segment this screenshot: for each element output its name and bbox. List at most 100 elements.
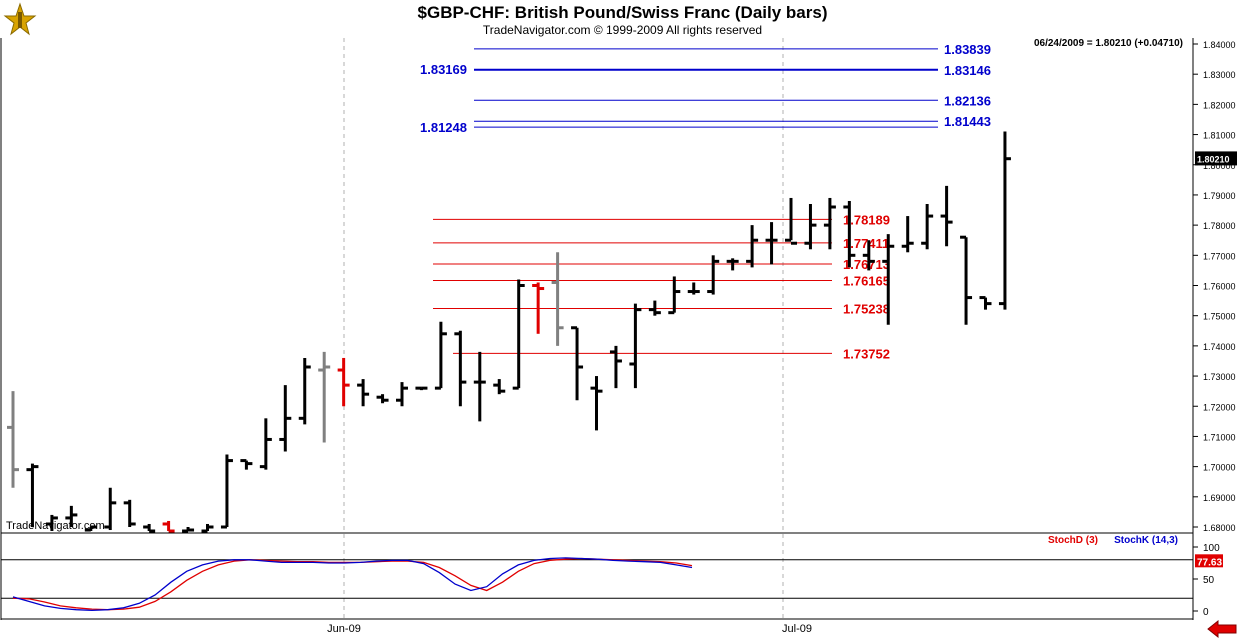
ohlc-bar: [298, 357, 311, 425]
x-tick-label: Jul-09: [782, 623, 812, 635]
watermark-text: TradeNavigator.com: [6, 520, 105, 532]
y-tick-label: 1.75000: [1203, 312, 1236, 322]
chart-header: $GBP-CHF: British Pound/Swiss Franc (Dai…: [0, 0, 1245, 38]
y-tick-label: 1.81000: [1203, 131, 1236, 141]
ohlc-bar: [7, 391, 19, 488]
osc-last-value-label: 77.63: [1197, 557, 1222, 568]
fib-low-label: 1.73752: [843, 346, 890, 361]
fib-high-label: 1.83146: [944, 63, 991, 78]
y-tick-label: 1.68000: [1203, 523, 1236, 533]
ohlc-bar: [746, 225, 759, 268]
osc-tick-label: 50: [1203, 575, 1215, 586]
y-tick-label: 1.71000: [1203, 432, 1236, 442]
y-tick-label: 1.70000: [1203, 463, 1236, 473]
stochd-legend: StochD (3): [1048, 535, 1098, 546]
ohlc-bar: [882, 234, 895, 325]
ohlc-bar: [104, 487, 117, 531]
ohlc-bar: [26, 463, 39, 527]
y-tick-label: 1.72000: [1203, 402, 1236, 412]
y-tick-label: 1.83000: [1203, 70, 1236, 80]
ohlc-bar: [493, 379, 506, 395]
ohlc-bar: [279, 385, 292, 452]
last-price-marker: [1195, 151, 1237, 166]
ohlc-bar: [473, 351, 486, 422]
scroll-left-arrow-icon[interactable]: [1205, 619, 1240, 639]
ohlc-bar: [707, 255, 720, 295]
ohlc-bar: [726, 258, 739, 271]
ohlc-bar: [434, 321, 447, 390]
ohlc-bar: [901, 216, 914, 253]
x-tick-label: Jun-09: [327, 623, 361, 635]
fib-high-left-label: 1.83169: [420, 62, 467, 77]
ohlc-bar: [823, 197, 836, 250]
ohlc-bar: [979, 296, 992, 310]
y-tick-label: 1.82000: [1203, 100, 1236, 110]
ohlc-bar: [998, 131, 1011, 310]
ohlc-bar: [65, 505, 78, 527]
chart-title: $GBP-CHF: British Pound/Swiss Franc (Dai…: [417, 3, 828, 22]
y-tick-label: 1.80000: [1203, 161, 1236, 171]
ohlc-bar: [220, 454, 233, 529]
ohlc-bar: [843, 200, 856, 268]
ohlc-bar: [804, 203, 817, 250]
chart-subtitle: TradeNavigator.com © 1999-2009 All right…: [482, 23, 763, 37]
ohlc-bar: [571, 326, 584, 401]
ohlc-bar: [454, 330, 467, 407]
ohlc-bar: [162, 520, 175, 533]
ohlc-bar: [240, 459, 253, 470]
y-tick-label: 1.69000: [1203, 493, 1236, 503]
ohlc-bar: [629, 303, 642, 389]
y-tick-label: 1.74000: [1203, 342, 1236, 352]
trade-navigator-logo-icon: [3, 2, 37, 36]
ohlc-bar: [182, 527, 195, 533]
ohlc-bar: [609, 345, 622, 389]
ohlc-bar: [960, 235, 973, 325]
ohlc-bar: [318, 351, 331, 443]
fib-low-label: 1.78189: [843, 212, 890, 227]
ohlc-bar: [785, 197, 797, 245]
ohlc-bar: [201, 523, 214, 533]
osc-tick-label: 0: [1203, 607, 1209, 618]
fib-high-left-label: 1.81248: [420, 120, 467, 135]
osc-tick-label: 100: [1203, 543, 1220, 554]
stochk-legend: StochK (14,3): [1114, 535, 1178, 546]
osc-last-value-marker: [1195, 554, 1223, 568]
price-readout: 06/24/2009 = 1.80210 (+0.04710): [1033, 38, 1183, 49]
fib-low-label: 1.75238: [843, 302, 890, 317]
fib-high-label: 1.82136: [944, 93, 991, 108]
ohlc-bar: [259, 418, 272, 470]
ohlc-bar: [45, 514, 58, 531]
ohlc-bar: [921, 203, 934, 250]
ohlc-bar: [668, 276, 681, 315]
ohlc-bar: [551, 252, 564, 346]
oscillator-line: [12, 557, 693, 612]
ohlc-bar: [648, 300, 661, 316]
ohlc-bar: [357, 379, 370, 407]
ohlc-bar: [590, 376, 603, 431]
y-tick-label: 1.84000: [1203, 40, 1236, 50]
ohlc-bar: [765, 222, 778, 265]
fib-high-label: 1.83839: [944, 42, 991, 57]
ohlc-bar: [862, 240, 875, 271]
y-tick-label: 1.73000: [1203, 372, 1236, 382]
fib-low-label: 1.76165: [843, 274, 890, 289]
ohlc-bar: [143, 523, 156, 533]
ohlc-bar: [687, 282, 700, 295]
ohlc-bar: [123, 499, 136, 527]
ohlc-bar: [337, 357, 350, 407]
y-tick-label: 1.77000: [1203, 251, 1236, 261]
oscillator-line: [12, 557, 693, 611]
y-tick-label: 1.79000: [1203, 191, 1236, 201]
fib-low-label: 1.76713: [843, 257, 890, 272]
ohlc-bar: [396, 382, 408, 407]
ohlc-bar: [376, 394, 389, 404]
ohlc-bar: [84, 525, 97, 532]
ohlc-bar: [512, 279, 525, 390]
last-price-label: 1.80210: [1197, 154, 1230, 164]
ohlc-bar: [940, 185, 953, 247]
fib-high-label: 1.81443: [944, 114, 991, 129]
ohlc-bar: [532, 282, 545, 334]
y-tick-label: 1.78000: [1203, 221, 1236, 231]
ohlc-bar: [415, 386, 428, 391]
